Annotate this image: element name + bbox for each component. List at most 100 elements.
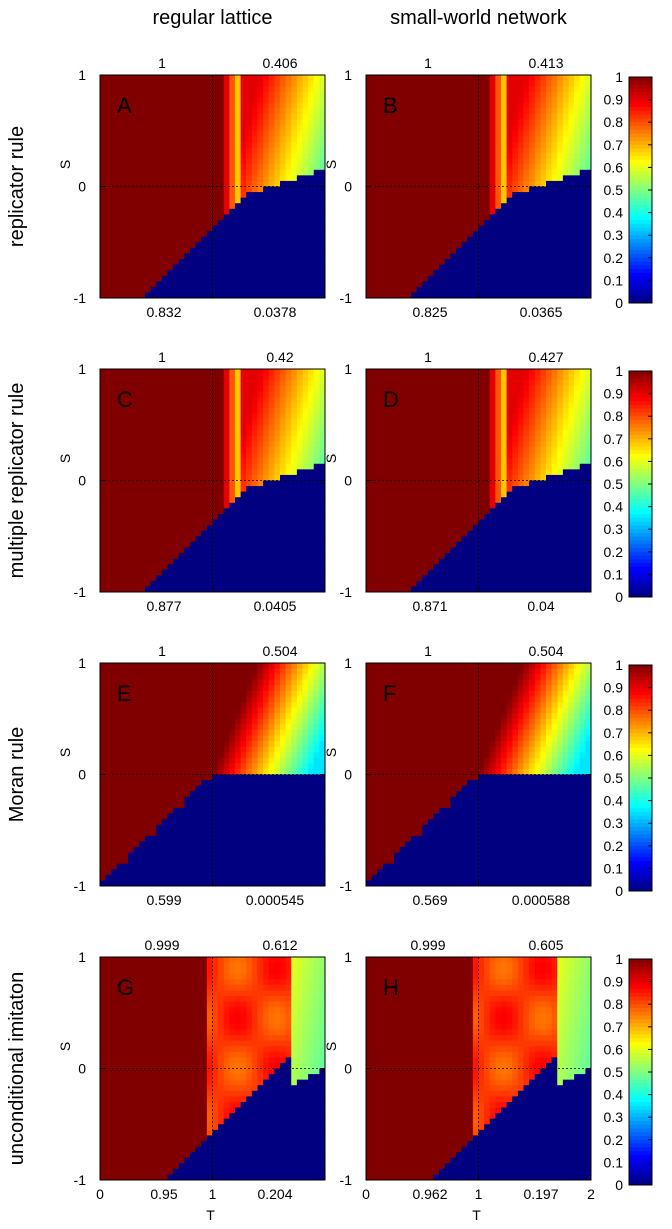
- heatmap-cell: [263, 97, 270, 104]
- heatmap-cell: [308, 80, 315, 87]
- heatmap-cell: [240, 86, 247, 93]
- heatmap-cell: [184, 513, 191, 521]
- heatmap-cell: [139, 130, 146, 137]
- heatmap-cell: [111, 253, 118, 260]
- heatmap-cell: [274, 396, 281, 403]
- heatmap-cell: [111, 447, 118, 454]
- heatmap-cell: [178, 236, 185, 243]
- heatmap-cell: [433, 292, 440, 299]
- heatmap-cell: [366, 175, 373, 182]
- heatmap-cell: [251, 164, 259, 171]
- heatmap-cell: [100, 452, 107, 459]
- heatmap-cell: [240, 513, 247, 521]
- heatmap-cell: [229, 564, 236, 571]
- heatmap-cell: [167, 125, 174, 132]
- heatmap-cell: [461, 108, 468, 115]
- heatmap-cell: [206, 508, 214, 515]
- heatmap-cell: [223, 508, 230, 515]
- heatmap-cell: [212, 558, 219, 565]
- heatmap-cell: [382, 153, 390, 160]
- heatmap-cell: [439, 158, 446, 165]
- heatmap-cell: [139, 369, 146, 376]
- heatmap-cell: [308, 219, 315, 227]
- heatmap-cell: [568, 264, 575, 271]
- heatmap-cell: [517, 119, 525, 126]
- heatmap-cell: [223, 580, 230, 587]
- heatmap-cell: [557, 130, 564, 137]
- heatmap-cell: [100, 480, 107, 487]
- heatmap-cell: [201, 180, 208, 188]
- heatmap-cell: [218, 463, 225, 470]
- heatmap-cell: [313, 396, 320, 403]
- heatmap-cell: [235, 242, 242, 249]
- heatmap-cell: [302, 197, 309, 204]
- heatmap-cell: [268, 491, 275, 498]
- heatmap-cell: [366, 569, 373, 576]
- heatmap-cell: [489, 102, 496, 109]
- heatmap-cell: [461, 153, 468, 160]
- heatmap-cell: [240, 402, 247, 409]
- heatmap-cell: [285, 586, 292, 593]
- heatmap-cell: [212, 497, 219, 504]
- heatmap-cell: [133, 552, 140, 560]
- heatmap-cell: [313, 586, 320, 593]
- heatmap-cell: [201, 258, 208, 266]
- heatmap-cell: [319, 430, 326, 437]
- heatmap-cell: [422, 147, 429, 154]
- heatmap-cell: [562, 197, 570, 204]
- heatmap-cell: [501, 158, 508, 165]
- heatmap-cell: [116, 441, 124, 448]
- heatmap-cell: [251, 502, 259, 509]
- colorbar-cell: [629, 201, 652, 206]
- heatmap-cell: [251, 564, 259, 571]
- heatmap-cell: [489, 125, 496, 132]
- heatmap-cell: [251, 108, 259, 115]
- heatmap-cell: [484, 258, 491, 266]
- heatmap-cell: [506, 192, 513, 199]
- heatmap-cell: [274, 513, 281, 521]
- heatmap-cell: [128, 408, 135, 415]
- heatmap-cell: [122, 441, 129, 448]
- heatmap-cell: [111, 264, 118, 271]
- heatmap-cell: [111, 208, 118, 215]
- heatmap-cell: [100, 108, 107, 115]
- heatmap-cell: [574, 114, 581, 121]
- colorbar-cell: [629, 291, 652, 296]
- heatmap-cell: [319, 231, 326, 238]
- heatmap-cell: [100, 247, 107, 254]
- heatmap-cell: [122, 236, 129, 243]
- heatmap-cell: [190, 214, 197, 221]
- heatmap-cell: [173, 430, 180, 437]
- heatmap-cell: [201, 219, 208, 227]
- heatmap-cell: [319, 441, 326, 448]
- heatmap-cell: [456, 253, 463, 260]
- heatmap-cell: [201, 203, 208, 210]
- heatmap-cell: [111, 552, 118, 560]
- heatmap-cell: [562, 97, 570, 104]
- heatmap-cell: [145, 125, 152, 132]
- heatmap-cell: [167, 564, 174, 571]
- heatmap-cell: [377, 175, 384, 182]
- heatmap-cell: [399, 281, 406, 288]
- heatmap-cell: [319, 513, 326, 521]
- heatmap-cell: [263, 231, 270, 238]
- heatmap-cell: [150, 86, 157, 93]
- heatmap-cell: [405, 147, 412, 154]
- heatmap-cell: [246, 231, 253, 238]
- heatmap-cell: [223, 286, 230, 293]
- colorbar-cell: [629, 220, 652, 225]
- heatmap-cell: [145, 186, 152, 193]
- heatmap-cell: [461, 270, 468, 277]
- heatmap-cell: [212, 380, 219, 387]
- heatmap-cell: [145, 502, 152, 509]
- heatmap-cell: [161, 225, 169, 232]
- heatmap-cell: [371, 119, 378, 126]
- heatmap-cell: [461, 186, 468, 193]
- heatmap-cell: [472, 253, 480, 260]
- heatmap-cell: [128, 86, 135, 93]
- heatmap-cell: [167, 391, 174, 398]
- heatmap-cell: [444, 91, 451, 98]
- heatmap-cell: [268, 97, 275, 104]
- heatmap-cell: [313, 242, 320, 249]
- heatmap-cell: [540, 75, 547, 82]
